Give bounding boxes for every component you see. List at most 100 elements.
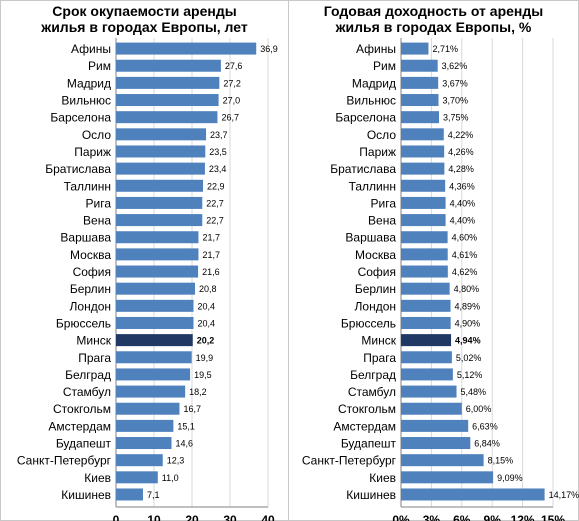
yield-data-label: 9,09% xyxy=(497,473,523,483)
yield-chart-title-line-2: жилья в городах Европы, % xyxy=(335,19,532,35)
yield-category-label: Кишинев xyxy=(346,488,396,502)
payback-data-label: 18,2 xyxy=(189,387,207,397)
yield-data-label: 3,70% xyxy=(442,96,468,106)
yield-category-label: Брюссель xyxy=(341,316,396,330)
yield-bar xyxy=(401,94,439,107)
yield-bar xyxy=(401,419,469,432)
yield-bar xyxy=(401,454,484,467)
yield-category-label: Прага xyxy=(363,351,396,365)
yield-bar xyxy=(401,162,445,175)
payback-bar xyxy=(116,42,257,55)
payback-data-label: 11,0 xyxy=(162,473,179,483)
yield-category-label: Москва xyxy=(355,248,396,262)
payback-data-label: 20,4 xyxy=(198,318,216,328)
payback-data-label: 26,7 xyxy=(221,113,239,123)
payback-category-label: Афины xyxy=(71,42,111,56)
payback-data-label: 7,1 xyxy=(147,490,160,500)
yield-data-label: 4,90% xyxy=(455,318,481,328)
payback-data-label: 27,6 xyxy=(225,61,243,71)
payback-category-label: Осло xyxy=(82,128,111,142)
yield-category-label: Барселона xyxy=(335,111,396,125)
yield-category-label: Вена xyxy=(368,214,396,228)
payback-category-label: Лондон xyxy=(70,299,111,313)
payback-category-label: Кишинев xyxy=(61,488,111,502)
payback-bar xyxy=(116,162,205,175)
payback-data-label: 23,4 xyxy=(209,164,227,174)
payback-data-label: 23,7 xyxy=(210,130,228,140)
yield-data-label: 5,48% xyxy=(461,387,487,397)
payback-category-label: Вильнюс xyxy=(61,94,111,108)
payback-bar xyxy=(116,128,207,141)
payback-bar xyxy=(116,334,193,347)
payback-category-label: Санкт-Петербург xyxy=(17,454,112,468)
payback-data-label: 20,2 xyxy=(197,336,215,346)
yield-chart-title-line-1: Годовая доходность от аренды xyxy=(323,3,544,19)
yield-tick-label: 15% xyxy=(541,513,565,521)
yield-bar xyxy=(401,179,446,192)
payback-tick-label: 20 xyxy=(185,513,199,521)
payback-category-label: Варшава xyxy=(60,231,111,245)
payback-bar xyxy=(116,316,194,329)
yield-tick-label: 0% xyxy=(392,513,410,521)
yield-data-label: 6,84% xyxy=(474,439,500,449)
yield-data-label: 4,94% xyxy=(455,336,481,346)
payback-bar xyxy=(116,231,199,244)
payback-chart-svg: Афины 36,9 Рим 27,6 Мадрид 27,2 Вильнюс 27,0 Бар… xyxy=(17,38,278,521)
payback-chart-title: Срок окупаемости аренды жилья в городах … xyxy=(0,3,289,35)
payback-chart-title-line-2: жилья в городах Европы, лет xyxy=(41,19,248,35)
payback-data-label: 22,9 xyxy=(207,181,225,191)
yield-data-label: 5,12% xyxy=(457,370,483,380)
payback-tick-label: 0 xyxy=(113,513,120,521)
payback-data-label: 27,2 xyxy=(223,78,241,88)
yield-chart-title: Годовая доходность от аренды жилья в гор… xyxy=(289,3,578,35)
yield-data-label: 4,60% xyxy=(452,233,478,243)
yield-data-label: 4,62% xyxy=(452,267,478,277)
yield-data-label: 4,40% xyxy=(450,216,476,226)
payback-bar xyxy=(116,94,219,107)
payback-bar xyxy=(116,248,199,261)
yield-category-label: Вильнюс xyxy=(346,94,396,108)
yield-bar xyxy=(401,196,446,209)
yield-category-label: Минск xyxy=(361,334,396,348)
payback-data-label: 21,6 xyxy=(202,267,220,277)
payback-data-label: 15,1 xyxy=(177,421,195,431)
yield-bar xyxy=(401,334,452,347)
payback-category-label: Будапешт xyxy=(56,437,112,451)
yield-data-label: 2,71% xyxy=(432,44,458,54)
yield-data-label: 5,02% xyxy=(456,353,482,363)
payback-category-label: Братислава xyxy=(45,162,111,176)
yield-bar xyxy=(401,145,445,158)
yield-tick-label: 9% xyxy=(484,513,502,521)
yield-data-label: 4,61% xyxy=(452,250,478,260)
payback-category-label: Барселона xyxy=(50,111,111,125)
yield-category-label: Париж xyxy=(359,145,396,159)
payback-category-label: Стокгольм xyxy=(53,402,111,416)
payback-bar xyxy=(116,179,204,192)
payback-bar xyxy=(116,454,163,467)
payback-category-label: Стамбул xyxy=(63,385,111,399)
yield-bar xyxy=(401,471,494,484)
payback-bar xyxy=(116,76,220,89)
payback-bar xyxy=(116,265,199,278)
payback-data-label: 16,7 xyxy=(183,404,201,414)
yield-category-label: Амстердам xyxy=(333,419,396,433)
payback-data-label: 27,0 xyxy=(223,96,241,106)
yield-data-label: 4,22% xyxy=(448,130,474,140)
payback-category-label: Рим xyxy=(88,59,111,73)
yield-category-label: Стокгольм xyxy=(338,402,396,416)
payback-bar xyxy=(116,59,221,72)
payback-bar xyxy=(116,402,180,415)
payback-data-label: 12,3 xyxy=(167,456,185,466)
yield-bar xyxy=(401,248,448,261)
yield-bar xyxy=(401,128,444,141)
yield-category-label: Белград xyxy=(350,368,396,382)
yield-category-label: Берлин xyxy=(355,282,396,296)
yield-data-label: 6,00% xyxy=(466,404,492,414)
yield-bar xyxy=(401,231,448,244)
payback-bar xyxy=(116,488,143,501)
yield-category-label: Будапешт xyxy=(341,437,397,451)
payback-category-label: Брюссель xyxy=(56,316,111,330)
yield-bar xyxy=(401,265,448,278)
yield-bar xyxy=(401,214,446,227)
payback-data-label: 14,6 xyxy=(175,439,193,449)
